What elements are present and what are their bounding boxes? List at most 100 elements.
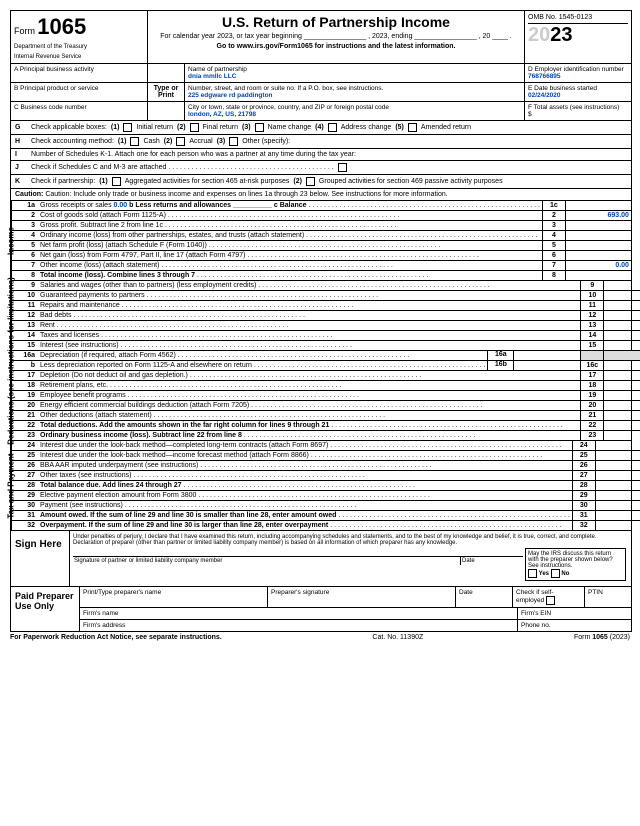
line-6: 6Net gain (loss) from Form 4797, Part II… bbox=[12, 251, 632, 261]
row-h: HCheck accounting method: (1)Cash (2)Acc… bbox=[11, 135, 631, 149]
cb-h2[interactable] bbox=[176, 137, 185, 146]
cb-g4[interactable] bbox=[328, 123, 337, 132]
line-15: 15Interest (see instructions)15666.00 bbox=[12, 341, 640, 351]
city-cell: City or town, state or province, country… bbox=[185, 102, 525, 120]
ein-val: 768766895 bbox=[528, 73, 628, 80]
date-label: E Date business started bbox=[528, 85, 628, 92]
line-30: 30Payment (see instructions)30 bbox=[12, 501, 640, 511]
footer: For Paperwork Reduction Act Notice, see … bbox=[10, 632, 630, 643]
cb-g5[interactable] bbox=[408, 123, 417, 132]
date-cell: E Date business started 02/24/2020 bbox=[525, 83, 631, 101]
line-2: 2Cost of goods sold (attach Form 1125-A)… bbox=[12, 211, 632, 221]
cb-g3[interactable] bbox=[255, 123, 264, 132]
form-number: 1065 bbox=[37, 14, 86, 39]
line-10: 10Guaranteed payments to partners10 bbox=[12, 291, 640, 301]
city-val: london, AZ, US, 21798 bbox=[188, 111, 521, 118]
dept: Department of the Treasury bbox=[14, 44, 144, 50]
line-20: 20Energy efficient commercial buildings … bbox=[12, 401, 640, 411]
footer-left: For Paperwork Reduction Act Notice, see … bbox=[10, 634, 222, 641]
line-5: 5Net farm profit (loss) (attach Schedule… bbox=[12, 241, 632, 251]
addr-cell: Number, street, and room or suite no. If… bbox=[185, 83, 525, 101]
cb-yes[interactable] bbox=[528, 569, 537, 578]
row-k: KCheck if partnership: (1)Aggregated act… bbox=[11, 175, 631, 189]
line-27: 27Other taxes (see instructions)27 bbox=[12, 471, 640, 481]
line-23: 23Ordinary business income (loss). Subtr… bbox=[12, 431, 640, 440]
row-g: GCheck applicable boxes: (1)Initial retu… bbox=[11, 121, 631, 135]
row-j: JCheck if Schedules C and M-3 are attach… bbox=[11, 161, 631, 175]
line-3: 3Gross profit. Subtract line 2 from line… bbox=[12, 221, 632, 231]
assets-val: $ bbox=[528, 111, 628, 118]
line-26: 26BBA AAR imputed underpayment (see inst… bbox=[12, 461, 640, 471]
prep-check: Check if self-employed bbox=[513, 587, 585, 607]
income-vlabel: Income bbox=[11, 201, 12, 280]
addr-val: 225 edgware rd paddington bbox=[188, 92, 521, 99]
line-21: 21Other deductions (attach statement)210… bbox=[12, 411, 640, 421]
sign-here: Sign Here bbox=[11, 531, 70, 586]
city-label: City or town, state or province, country… bbox=[188, 104, 521, 111]
label-b: B Principal product or service bbox=[11, 83, 148, 101]
line-16a: 16aDepreciation (if required, attach For… bbox=[12, 351, 640, 361]
line-28: 28Total balance due. Add lines 24 throug… bbox=[12, 481, 640, 491]
form-prefix: Form bbox=[14, 26, 35, 36]
line-25: 25Interest due under the look-back metho… bbox=[12, 451, 640, 461]
irs-discuss-box: May the IRS discuss this return with the… bbox=[525, 548, 626, 581]
h-label: Check accounting method: bbox=[31, 138, 114, 145]
income-lines: 1aGross receipts or sales 0.00 b Less re… bbox=[12, 201, 632, 280]
cb-g2[interactable] bbox=[190, 123, 199, 132]
cb-k1[interactable] bbox=[112, 177, 121, 186]
header-left: Form 1065 Department of the Treasury Int… bbox=[11, 11, 148, 63]
type-col bbox=[148, 64, 185, 82]
goto: Go to www.irs.gov/Form1065 for instructi… bbox=[151, 43, 521, 50]
cb-self[interactable] bbox=[546, 596, 555, 605]
ein-cell: D Employer identification number 7687668… bbox=[525, 64, 631, 82]
cb-h3[interactable] bbox=[229, 137, 238, 146]
line-13: 13Rent13876.00 bbox=[12, 321, 640, 331]
line-19: 19Employee benefit programs190.00 bbox=[12, 391, 640, 401]
calendar: For calendar year 2023, or tax year begi… bbox=[151, 33, 521, 40]
footer-right: Form 1065 (2023) bbox=[574, 634, 630, 641]
deductions-lines: 9Salaries and wages (other than to partn… bbox=[12, 281, 640, 440]
year-bold: 23 bbox=[550, 24, 572, 46]
assets-label: F Total assets (see instructions) bbox=[528, 104, 628, 111]
cb-j[interactable] bbox=[338, 163, 347, 172]
header-mid: U.S. Return of Partnership Income For ca… bbox=[148, 11, 524, 63]
caution: Caution: Caution: Include only trade or … bbox=[11, 189, 631, 201]
year-gray: 20 bbox=[528, 24, 550, 46]
label-a: A Principal business activity bbox=[11, 64, 148, 82]
tax-vlabel: Tax and Payment bbox=[11, 441, 12, 530]
type-print: Type or Print bbox=[148, 83, 185, 101]
prep-date: Date bbox=[456, 587, 513, 607]
cb-g1[interactable] bbox=[123, 123, 132, 132]
line-b: bLess depreciation reported on Form 1125… bbox=[12, 361, 640, 371]
name-val: dnia mmllc LLC bbox=[188, 73, 521, 80]
line-4: 4Ordinary income (loss) from other partn… bbox=[12, 231, 632, 241]
omb: OMB No. 1545-0123 bbox=[528, 14, 628, 24]
line-32: 32Overpayment. If the sum of line 29 and… bbox=[12, 521, 640, 530]
line-14: 14Taxes and licenses141,190.00 bbox=[12, 331, 640, 341]
cb-h1[interactable] bbox=[130, 137, 139, 146]
row-i: INumber of Schedules K-1. Attach one for… bbox=[11, 149, 631, 161]
phone: Phone no. bbox=[518, 620, 631, 631]
cb-k2[interactable] bbox=[306, 177, 315, 186]
line-29: 29Elective payment election amount from … bbox=[12, 491, 640, 501]
ptin: PTIN bbox=[585, 587, 631, 607]
prep-sig: Preparer's signature bbox=[268, 587, 456, 607]
line-22: 22Total deductions. Add the amounts show… bbox=[12, 421, 640, 431]
date-val: 02/24/2020 bbox=[528, 92, 628, 99]
form-1065: Form 1065 Department of the Treasury Int… bbox=[10, 10, 632, 632]
prep-right: Print/Type preparer's name Preparer's si… bbox=[80, 587, 631, 631]
line-1a: 1aGross receipts or sales 0.00 b Less re… bbox=[12, 201, 632, 211]
line-8: 8Total income (loss). Combine lines 3 th… bbox=[12, 271, 632, 280]
title: U.S. Return of Partnership Income bbox=[151, 14, 521, 30]
label-c: C Business code number bbox=[11, 102, 148, 120]
g-label: Check applicable boxes: bbox=[31, 124, 107, 131]
line-12: 12Bad debts12 bbox=[12, 311, 640, 321]
line-18: 18Retirement plans, etc.180.00 bbox=[12, 381, 640, 391]
name-cell: Name of partnership dnia mmllc LLC bbox=[185, 64, 525, 82]
sign-right: Under penalties of perjury, I declare th… bbox=[70, 531, 631, 586]
line-24: 24Interest due under the look-back metho… bbox=[12, 441, 640, 451]
line-7: 7Other income (loss) (attach statement)7… bbox=[12, 261, 632, 271]
cb-no[interactable] bbox=[551, 569, 560, 578]
ein-label: D Employer identification number bbox=[528, 66, 628, 73]
paid-preparer: Paid Preparer Use Only bbox=[11, 587, 80, 631]
